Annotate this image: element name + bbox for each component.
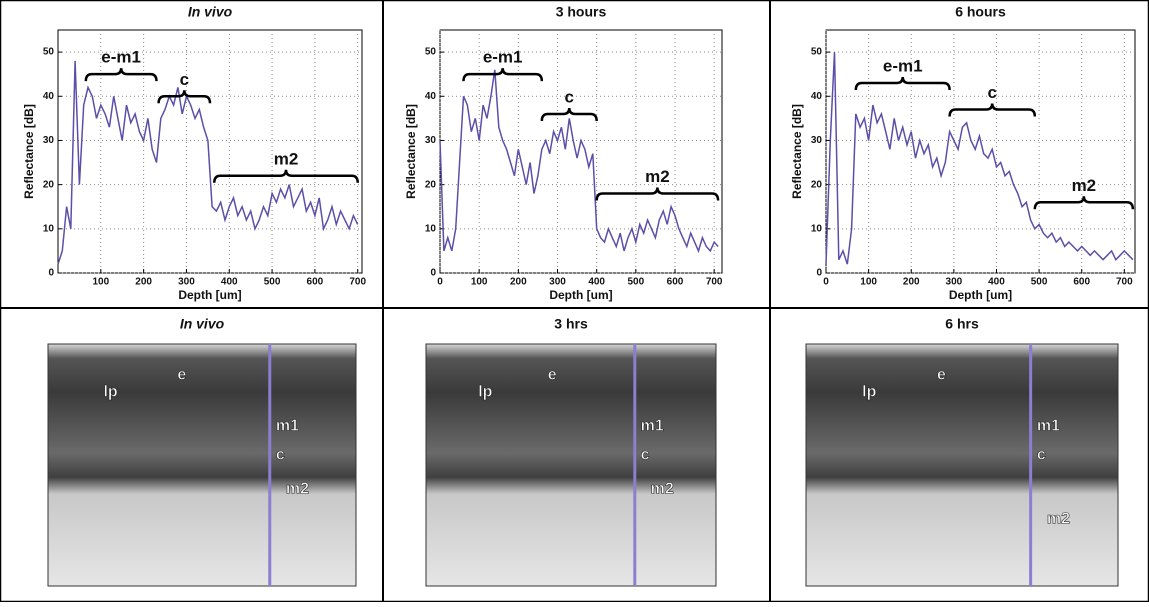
image-label: e <box>548 367 557 384</box>
image-label: c <box>641 447 650 464</box>
x-tick-label: 500 <box>264 277 281 288</box>
annotation: c <box>565 87 574 106</box>
image-label: e <box>937 367 946 384</box>
image-label: m1 <box>276 417 299 434</box>
plot-area <box>825 29 1136 274</box>
x-tick-label: 0 <box>437 277 443 288</box>
x-tick-label: 700 <box>1116 277 1133 288</box>
y-tick-label: 0 <box>48 268 54 279</box>
y-axis-label: Reflectance [dB] <box>790 104 804 199</box>
y-tick-label: 40 <box>425 91 437 102</box>
x-tick-label: 500 <box>627 277 644 288</box>
x-axis-label: Depth [um] <box>178 288 241 302</box>
x-tick-label: 400 <box>988 277 1005 288</box>
y-tick-label: 20 <box>811 179 823 190</box>
x-tick-label: 200 <box>135 277 152 288</box>
y-tick-label: 50 <box>43 47 55 58</box>
bracket <box>595 187 720 201</box>
image-title: 3 hrs <box>554 316 588 332</box>
annotation: e-m1 <box>883 57 923 76</box>
image-label: m1 <box>1037 417 1060 434</box>
data-line <box>439 69 719 254</box>
annotation: c <box>180 70 189 89</box>
image-label: lp <box>103 384 117 401</box>
y-tick-label: 10 <box>43 223 55 234</box>
image-label: m2 <box>1047 510 1070 527</box>
y-tick-label: 30 <box>811 135 823 146</box>
y-tick-label: 50 <box>425 47 437 58</box>
x-tick-label: 100 <box>860 277 877 288</box>
y-axis-label: Reflectance [dB] <box>404 104 418 199</box>
image-label: lp <box>478 384 492 401</box>
y-tick-label: 0 <box>430 268 436 279</box>
x-tick-label: 600 <box>1073 277 1090 288</box>
x-tick-label: 100 <box>92 277 109 288</box>
y-tick-label: 40 <box>43 91 55 102</box>
x-tick-label: 500 <box>1031 277 1048 288</box>
image-label: m2 <box>286 480 309 497</box>
y-tick-label: 10 <box>811 223 823 234</box>
x-tick-label: 700 <box>349 277 366 288</box>
x-tick-label: 200 <box>903 277 920 288</box>
x-tick-label: 600 <box>667 277 684 288</box>
y-tick-label: 20 <box>43 179 55 190</box>
x-tick-label: 300 <box>178 277 195 288</box>
y-tick-label: 30 <box>43 135 55 146</box>
y-tick-label: 10 <box>425 223 437 234</box>
y-axis-label: Reflectance [dB] <box>22 104 36 199</box>
y-tick-label: 30 <box>425 135 437 146</box>
y-tick-label: 40 <box>811 91 823 102</box>
x-axis-label: Depth [um] <box>949 288 1012 302</box>
image-label: m1 <box>641 417 664 434</box>
chart-title: In vivo <box>188 4 233 20</box>
x-tick-label: 400 <box>221 277 238 288</box>
bracket <box>854 76 951 91</box>
x-axis-label: Depth [um] <box>549 288 612 302</box>
x-tick-label: 0 <box>823 277 829 288</box>
plot-area <box>57 29 363 274</box>
annotation: m2 <box>274 149 299 168</box>
x-tick-label: 100 <box>471 277 488 288</box>
x-tick-label: 200 <box>510 277 527 288</box>
annotation: e-m1 <box>483 48 523 67</box>
chart-title: 3 hours <box>556 4 607 20</box>
annotation: m2 <box>1072 176 1097 195</box>
oct-image <box>47 343 357 587</box>
image-label: c <box>276 447 285 464</box>
image-label: c <box>1037 447 1046 464</box>
y-tick-label: 50 <box>811 47 823 58</box>
x-tick-label: 600 <box>307 277 324 288</box>
image-label: e <box>177 367 186 384</box>
annotation: c <box>987 83 996 102</box>
y-tick-label: 20 <box>425 179 437 190</box>
x-tick-label: 700 <box>706 277 723 288</box>
bracket <box>213 169 359 183</box>
oct-image <box>805 343 1119 587</box>
image-label: lp <box>862 384 876 401</box>
image-title: In vivo <box>180 316 225 332</box>
x-tick-label: 400 <box>588 277 605 288</box>
data-line <box>825 52 1134 265</box>
x-tick-label: 300 <box>549 277 566 288</box>
chart-title: 6 hours <box>955 4 1006 20</box>
data-line <box>57 60 359 265</box>
x-tick-label: 300 <box>946 277 963 288</box>
image-title: 6 hrs <box>945 316 979 332</box>
oct-image <box>425 343 717 587</box>
image-label: m2 <box>651 480 674 497</box>
annotation: e-m1 <box>101 48 141 67</box>
annotation: m2 <box>645 167 670 186</box>
y-tick-label: 0 <box>816 268 822 279</box>
